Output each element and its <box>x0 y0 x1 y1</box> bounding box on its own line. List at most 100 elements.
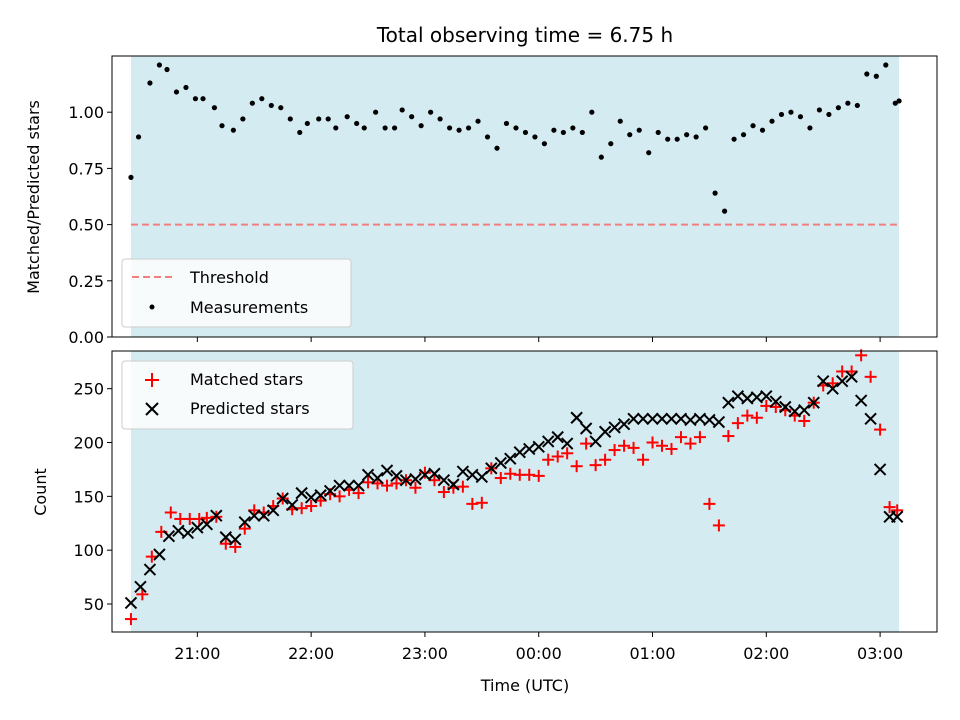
matched-star-point <box>684 437 697 450</box>
top-panel: 0.00 0.25 0.50 0.75 1.00 Matched/Predicted s… <box>24 55 938 347</box>
predicted-star-point <box>890 510 904 524</box>
matched-star-point <box>124 613 137 626</box>
predicted-star-point <box>798 404 811 417</box>
predicted-star-point <box>124 596 138 610</box>
measurement-point <box>316 116 322 122</box>
predicted-star-point <box>845 370 858 384</box>
predicted-star-point <box>646 412 659 426</box>
matched-star-point <box>164 506 177 519</box>
matched-star-point <box>561 447 574 460</box>
measurement-point <box>892 100 898 106</box>
matched-star-point <box>741 409 754 422</box>
measurement-point <box>854 102 860 109</box>
predicted-star-point <box>210 509 223 522</box>
predicted-star-point <box>513 445 526 459</box>
top-y-axis: 0.00 0.25 0.50 0.75 1.00 <box>68 103 112 347</box>
measurement-point <box>503 120 510 127</box>
predicted-star-point <box>342 479 356 492</box>
x-tick-label: 02:00 <box>743 644 789 663</box>
matched-star-point <box>883 501 896 514</box>
matched-star-point <box>637 453 650 466</box>
measurement-point <box>655 129 661 136</box>
predicted-star-point <box>779 400 792 414</box>
measurement-point <box>465 125 472 131</box>
predicted-star-point <box>854 394 868 407</box>
predicted-star-point <box>276 492 289 505</box>
predicted-star-point <box>665 412 678 426</box>
top-plot-frame <box>111 55 938 338</box>
predicted-star-point <box>238 515 251 529</box>
predicted-star-point <box>466 468 479 482</box>
matched-star-point <box>352 487 365 500</box>
x-tick-label: 21:00 <box>174 644 220 663</box>
predicted-star-point <box>712 415 726 429</box>
measurement-point <box>532 134 538 140</box>
predicted-star-point <box>380 464 394 477</box>
measurement-point <box>750 123 756 129</box>
predicted-star-point <box>608 421 621 434</box>
matched-star-point <box>145 550 158 563</box>
predicted-star-point <box>617 418 631 431</box>
matched-star-point <box>712 519 725 532</box>
matched-star-point <box>381 479 393 492</box>
measurement-point <box>183 84 189 91</box>
predicted-star-point <box>636 412 650 426</box>
measurement-point <box>826 111 832 118</box>
measurement-point <box>873 73 879 79</box>
measurement-point <box>354 120 360 127</box>
predicted-star-point <box>560 437 574 450</box>
measurement-point <box>259 96 265 102</box>
predicted-star-point <box>371 471 384 485</box>
y-tick-label: 150 <box>73 487 104 506</box>
y-tick-label: 100 <box>73 541 104 560</box>
matched-star-point <box>200 511 213 524</box>
measurement-point <box>437 116 443 122</box>
matched-star-point <box>798 414 811 427</box>
matched-star-point <box>618 439 631 452</box>
measurement-point <box>864 71 870 77</box>
legend-measurements-label: Measurements <box>190 298 308 317</box>
measurement-point <box>522 129 529 136</box>
predicted-star-point <box>229 533 242 546</box>
matched-star-point <box>542 453 555 466</box>
measurement-point <box>778 111 785 118</box>
predicted-star-point <box>589 435 602 448</box>
top-legend: Threshold Measurements <box>121 258 352 328</box>
predicted-star-point <box>266 504 280 517</box>
measurement-point <box>788 109 794 115</box>
top-legend-box <box>121 258 352 328</box>
predicted-star-point <box>722 396 735 409</box>
matched-star-point <box>418 466 431 479</box>
matched-star-point <box>589 459 602 472</box>
matched-star-point <box>891 504 904 517</box>
top-y-axis-title: Matched/Predicted stars <box>24 100 43 294</box>
measurement-point <box>646 150 652 156</box>
measurement-point <box>674 136 680 142</box>
measurement-point <box>382 125 388 131</box>
predicted-star-point <box>570 411 583 424</box>
matched-star-point <box>466 497 479 510</box>
measurement-point <box>712 190 718 196</box>
measurement-point <box>494 145 500 151</box>
top-x-ticks <box>196 337 881 342</box>
predicted-star-point <box>172 524 185 538</box>
bottom-y-axis-title: Count <box>31 468 50 516</box>
matched-star-point <box>722 430 735 443</box>
measurement-point <box>475 118 481 124</box>
predicted-star-point <box>532 440 545 454</box>
matched-star-point <box>523 468 536 481</box>
matched-star-point <box>456 480 469 493</box>
predicted-star-point <box>504 452 517 465</box>
measurement-point <box>845 100 851 106</box>
measurement-point <box>333 125 339 131</box>
measurement-point <box>541 141 548 147</box>
matched-star-point <box>750 411 763 424</box>
legend-predicted-label: Predicted stars <box>190 399 310 418</box>
matched-star-point <box>532 469 545 482</box>
predicted-star-point <box>143 563 157 576</box>
predicted-star-point <box>703 413 716 427</box>
matched-star-point <box>627 441 640 454</box>
measurement-point <box>703 125 709 131</box>
measurement-point <box>192 96 199 102</box>
chart-title: Total observing time = 6.75 h <box>376 23 673 47</box>
